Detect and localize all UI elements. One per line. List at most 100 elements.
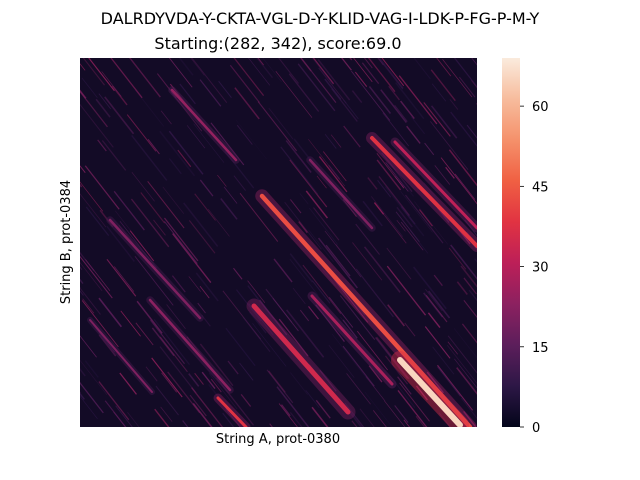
heatmap-streak	[308, 229, 334, 263]
heatmap-streak	[404, 322, 416, 337]
heatmap-streak	[52, 91, 70, 114]
heatmap-diagonal	[89, 319, 153, 393]
heatmap-streak	[461, 323, 477, 344]
heatmap-streak	[268, 107, 294, 140]
heatmap-streak	[195, 272, 219, 302]
heatmap-streak	[460, 265, 477, 288]
heatmap-streak	[438, 412, 451, 427]
heatmap-streak	[427, 312, 441, 329]
heatmap-streak	[308, 207, 339, 245]
heatmap-plot-area	[22, 45, 477, 427]
heatmap-streak	[80, 181, 104, 212]
heatmap-diagonal	[393, 140, 477, 230]
heatmap-streak	[80, 392, 85, 400]
heatmap-streak	[344, 402, 365, 427]
heatmap-streak	[191, 387, 224, 427]
heatmap-streak	[62, 109, 73, 123]
heatmap-streak	[151, 327, 175, 357]
heatmap-streak	[410, 116, 426, 135]
heatmap-streak	[199, 179, 214, 197]
heatmap-streak	[454, 173, 476, 200]
heatmap-streak	[153, 318, 190, 365]
heatmap-streak	[85, 259, 111, 291]
heatmap-streak	[170, 91, 203, 132]
heatmap-streak	[367, 58, 396, 93]
heatmap-streak	[26, 91, 40, 109]
heatmap-streak	[134, 256, 174, 306]
heatmap-streak	[259, 299, 288, 336]
heatmap-streak	[80, 287, 101, 315]
heatmap-streak	[436, 58, 452, 77]
heatmap-streak	[177, 149, 192, 168]
heatmap-streak	[347, 407, 364, 427]
heatmap-streak	[305, 190, 329, 219]
chart-subtitle: Starting:(282, 342), score:69.0	[154, 34, 401, 53]
heatmap-streak	[389, 375, 416, 409]
heatmap-streak	[217, 174, 227, 187]
heatmap-streak	[235, 289, 262, 322]
heatmap-streak	[363, 246, 401, 293]
heatmap-streak	[24, 163, 54, 201]
heatmap-streak	[147, 139, 160, 155]
heatmap-streak	[449, 99, 459, 110]
heatmap-streak	[150, 319, 185, 365]
heatmap-streak	[110, 58, 143, 99]
heatmap-streak	[460, 397, 477, 420]
heatmap-streak	[376, 336, 410, 380]
heatmap-streak	[400, 191, 433, 233]
heatmap-streak	[207, 208, 230, 237]
heatmap-streak	[361, 62, 380, 85]
heatmap-streak	[355, 223, 380, 255]
heatmap-streak	[84, 165, 120, 210]
heatmap-streak	[104, 96, 135, 135]
heatmap-streak	[131, 171, 155, 202]
heatmap-streak	[313, 207, 340, 241]
heatmap-streak	[39, 345, 51, 361]
heatmap-streak	[159, 346, 197, 394]
heatmap-streak	[80, 368, 86, 377]
heatmap-streak	[445, 166, 455, 179]
heatmap-streak	[236, 124, 253, 145]
heatmap-streak	[300, 58, 337, 103]
heatmap-streak	[39, 110, 49, 123]
heatmap-streak	[368, 86, 392, 114]
heatmap-streak	[159, 130, 196, 177]
heatmap-streak	[194, 193, 216, 221]
heatmap-streak	[456, 367, 477, 395]
heatmap-streak	[315, 304, 345, 342]
heatmap-streak	[363, 58, 373, 69]
heatmap-streak	[80, 255, 113, 299]
heatmap-streak	[248, 58, 271, 86]
heatmap-streak	[375, 337, 409, 379]
heatmap-diagonal	[259, 193, 473, 427]
heatmap-streak	[151, 357, 183, 398]
heatmap-streak	[119, 221, 157, 269]
heatmap-streak	[84, 360, 99, 378]
heatmap-streak	[464, 219, 477, 237]
heatmap-streak	[442, 59, 473, 98]
heatmap-streak	[80, 103, 114, 148]
heatmap-streak	[396, 219, 406, 232]
heatmap-streak	[425, 288, 443, 312]
heatmap-streak	[80, 89, 87, 99]
heatmap-streak	[355, 268, 394, 318]
heatmap-streak	[81, 77, 98, 99]
heatmap-streak	[24, 323, 58, 367]
heatmap-streak	[199, 343, 234, 387]
heatmap-streak	[22, 45, 35, 62]
heatmap-streak	[324, 230, 362, 278]
heatmap-streak	[80, 261, 103, 292]
heatmap-streak	[318, 67, 347, 104]
heatmap-streak	[330, 134, 342, 148]
heatmap-streak	[425, 294, 448, 323]
heatmap-streak	[342, 345, 375, 387]
heatmap-streak	[24, 158, 47, 188]
heatmap-streak	[384, 355, 408, 385]
heatmap-streak	[379, 209, 407, 244]
heatmap-streak	[285, 140, 312, 173]
heatmap-streak	[397, 390, 428, 427]
heatmap-streak	[99, 209, 114, 228]
heatmap-streak	[178, 58, 194, 76]
heatmap-streak	[409, 230, 429, 254]
